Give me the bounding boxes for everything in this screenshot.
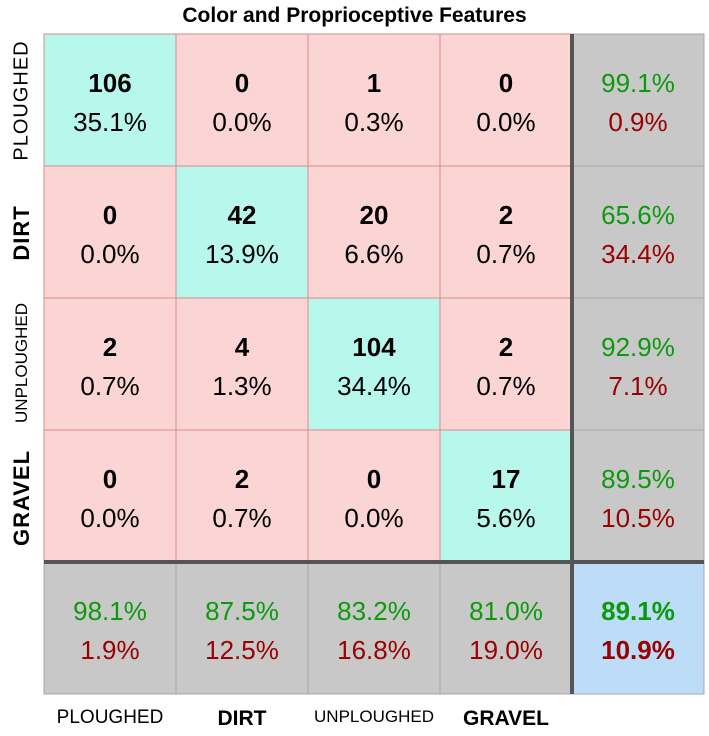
cell-percent: 0.0% — [80, 503, 139, 533]
row-label-dirt: DIRT — [9, 205, 34, 261]
matrix-cell — [175, 165, 309, 299]
cell-count: 4 — [235, 332, 250, 362]
matrix-cell — [307, 297, 441, 431]
overall-accuracy: 89.1% — [601, 596, 675, 626]
matrix-cell — [43, 429, 177, 563]
matrix-cell — [439, 165, 573, 299]
matrix-cell — [439, 429, 573, 563]
matrix-cell — [175, 429, 309, 563]
cell-percent: 0.0% — [80, 239, 139, 269]
cell-percent: 0.3% — [344, 107, 403, 137]
cell-count: 1 — [367, 68, 381, 98]
matrix-cell — [307, 165, 441, 299]
col-summary-correct: 87.5% — [205, 596, 279, 626]
row-summary-correct: 65.6% — [601, 200, 675, 230]
row-label-ploughed: PLOUGHED — [10, 40, 33, 161]
cell-count: 2 — [103, 332, 117, 362]
matrix-cell — [307, 33, 441, 167]
cell-percent: 0.7% — [476, 371, 535, 401]
matrix-cell — [43, 33, 177, 167]
matrix-cell — [307, 429, 441, 563]
cell-count: 0 — [235, 68, 249, 98]
cell-percent: 6.6% — [344, 239, 403, 269]
row-summary-error: 7.1% — [608, 371, 667, 401]
cell-count: 0 — [499, 68, 513, 98]
col-summary-correct: 83.2% — [337, 596, 411, 626]
overall-error: 10.9% — [601, 635, 675, 665]
row-summary-correct: 92.9% — [601, 332, 675, 362]
col-summary-error: 12.5% — [205, 635, 279, 665]
row-summary-cell — [571, 33, 705, 167]
cell-percent: 35.1% — [73, 107, 147, 137]
row-summary-error: 34.4% — [601, 239, 675, 269]
col-summary-error: 19.0% — [469, 635, 543, 665]
cell-percent: 0.0% — [344, 503, 403, 533]
col-label-ploughed: PLOUGHED — [56, 707, 164, 728]
cell-count: 2 — [499, 332, 513, 362]
col-label-unploughed: UNPLOUGHED — [314, 707, 434, 726]
matrix-cell — [439, 33, 573, 167]
cell-count: 0 — [103, 464, 117, 494]
col-summary-correct: 98.1% — [73, 596, 147, 626]
cell-count: 0 — [103, 200, 117, 230]
row-summary-cell — [571, 429, 705, 563]
col-summary-cell — [43, 561, 177, 695]
cell-count: 17 — [492, 464, 521, 494]
matrix-cell — [43, 297, 177, 431]
col-summary-error: 1.9% — [80, 635, 139, 665]
row-summary-correct: 89.5% — [601, 464, 675, 494]
matrix-cell — [43, 165, 177, 299]
col-summary-cell — [439, 561, 573, 695]
cell-count: 2 — [499, 200, 513, 230]
cell-count: 104 — [352, 332, 396, 362]
cell-count: 2 — [235, 464, 249, 494]
col-label-gravel: GRAVEL — [463, 707, 549, 730]
col-summary-cell — [175, 561, 309, 695]
row-label-unploughed: UNPLOUGHED — [12, 303, 31, 423]
matrix-cell — [439, 297, 573, 431]
row-summary-cell — [571, 297, 705, 431]
col-summary-error: 16.8% — [337, 635, 411, 665]
row-label-gravel: GRAVEL — [9, 449, 34, 547]
col-summary-cell — [307, 561, 441, 695]
cell-percent: 0.0% — [476, 107, 535, 137]
cell-count: 20 — [360, 200, 389, 230]
cell-percent: 34.4% — [337, 371, 411, 401]
cell-percent: 0.7% — [212, 503, 271, 533]
row-summary-correct: 99.1% — [601, 68, 675, 98]
cell-count: 42 — [228, 200, 257, 230]
cell-percent: 0.7% — [476, 239, 535, 269]
row-summary-error: 0.9% — [608, 107, 667, 137]
col-summary-correct: 81.0% — [469, 596, 543, 626]
col-label-dirt: DIRT — [217, 707, 267, 730]
row-summary-cell — [571, 165, 705, 299]
cell-count: 106 — [88, 68, 131, 98]
cell-count: 0 — [367, 464, 381, 494]
chart-title: Color and Proprioceptive Features — [182, 4, 527, 27]
cell-percent: 5.6% — [476, 503, 535, 533]
overall-accuracy-cell — [571, 561, 705, 695]
cell-percent: 0.7% — [80, 371, 139, 401]
cell-percent: 13.9% — [205, 239, 279, 269]
matrix-cell — [175, 33, 309, 167]
row-summary-error: 10.5% — [601, 503, 675, 533]
cell-percent: 0.0% — [212, 107, 271, 137]
cell-percent: 1.3% — [212, 371, 271, 401]
matrix-cell — [175, 297, 309, 431]
